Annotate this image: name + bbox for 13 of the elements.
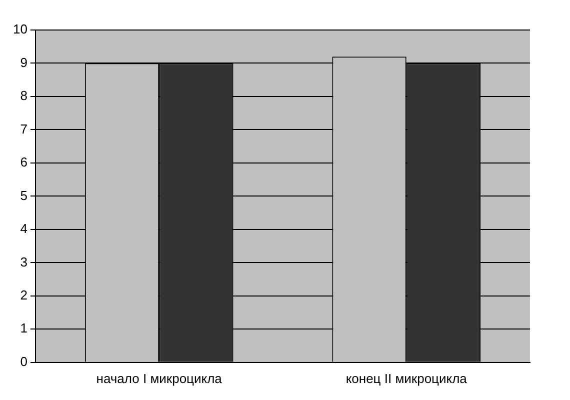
y-tick-label: 3: [20, 254, 28, 270]
x-tick-label: начало I микроцикла: [96, 370, 223, 386]
y-tick-label: 9: [20, 54, 28, 70]
y-tick-label: 1: [20, 320, 28, 336]
y-tick-label: 4: [20, 221, 28, 236]
y-tick-label: 5: [20, 188, 28, 203]
y-tick-label: 10: [12, 22, 28, 37]
y-tick-label: 6: [20, 154, 28, 170]
y-tick-label: 0: [20, 354, 28, 369]
x-tick-label: конец II микроцикла: [346, 370, 468, 386]
y-tick-label: 2: [20, 288, 28, 302]
y-tick-label: 8: [20, 88, 28, 104]
y-tick-label: 7: [20, 121, 28, 136]
